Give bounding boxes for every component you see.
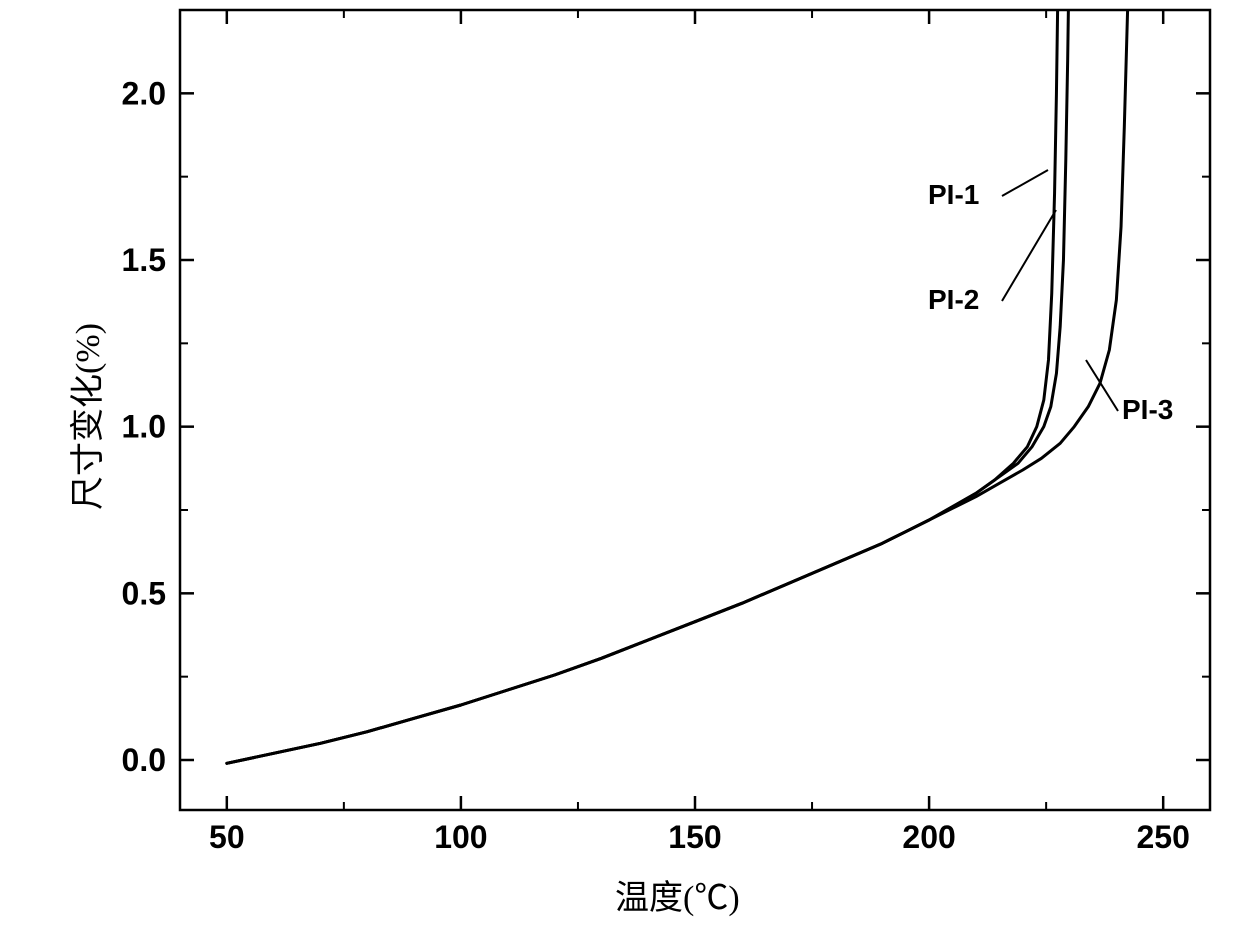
leader-line-PI-1 <box>1002 170 1048 196</box>
chart-svg: 50 100 150 200 250 0.0 0.5 1.0 1.5 2.0 PI-1 PI-2 PI-… <box>0 0 1240 927</box>
x-tick-label: 150 <box>668 819 721 855</box>
x-axis-label: 温度(℃) <box>615 870 740 919</box>
series-label-PI-3: PI-3 <box>1122 394 1173 425</box>
y-tick-label: 0.0 <box>122 742 166 778</box>
series-group <box>227 0 1128 763</box>
y-tick-label: 2.0 <box>122 75 166 111</box>
x-tick-label: 250 <box>1136 819 1189 855</box>
chart-container: 50 100 150 200 250 0.0 0.5 1.0 1.5 2.0 PI-1 PI-2 PI-… <box>0 0 1240 927</box>
x-tick-label: 100 <box>434 819 487 855</box>
x-tick-label: 50 <box>209 819 245 855</box>
y-tick-label: 1.0 <box>122 409 166 445</box>
y-tick-label: 1.5 <box>122 242 166 278</box>
series-label-PI-2: PI-2 <box>928 284 979 315</box>
leader-line-PI-2 <box>1002 210 1056 301</box>
x-tick-label: 200 <box>902 819 955 855</box>
series-line-PI-1 <box>227 0 1058 763</box>
series-line-PI-3 <box>227 0 1128 763</box>
series-label-PI-1: PI-1 <box>928 179 979 210</box>
series-line-PI-2 <box>227 0 1069 763</box>
y-axis-label: 尺寸变化(%) <box>60 323 109 510</box>
y-tick-label: 0.5 <box>122 575 166 611</box>
